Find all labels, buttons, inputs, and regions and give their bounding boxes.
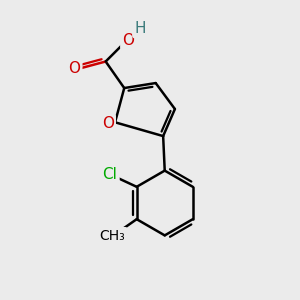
Text: O: O bbox=[102, 116, 114, 131]
Text: Cl: Cl bbox=[103, 167, 117, 182]
Text: O: O bbox=[122, 33, 134, 48]
Text: CH₃: CH₃ bbox=[100, 229, 125, 243]
Text: O: O bbox=[68, 61, 80, 76]
Text: H: H bbox=[134, 21, 146, 36]
